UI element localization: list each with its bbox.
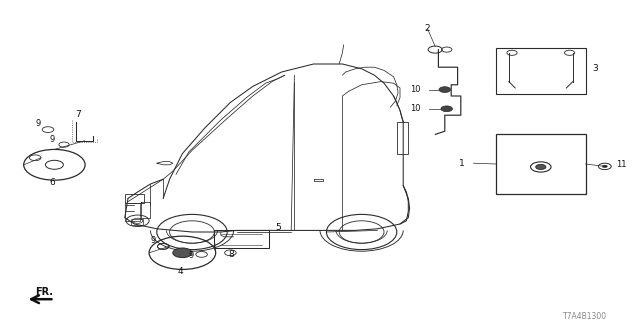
Text: 9: 9	[49, 135, 54, 144]
Bar	[214, 230, 269, 248]
Circle shape	[441, 106, 452, 112]
Circle shape	[173, 248, 192, 258]
Bar	[397, 122, 408, 154]
Bar	[496, 134, 586, 194]
Text: 11: 11	[616, 160, 626, 169]
Text: 5: 5	[275, 223, 281, 232]
Circle shape	[536, 164, 546, 170]
Text: 9: 9	[189, 251, 194, 260]
Bar	[125, 194, 144, 203]
Text: 9: 9	[150, 236, 156, 244]
Text: 10: 10	[410, 104, 420, 113]
Bar	[496, 48, 586, 94]
Text: 3: 3	[592, 64, 598, 73]
Text: 4: 4	[178, 267, 183, 276]
Text: 2: 2	[424, 24, 430, 33]
Circle shape	[602, 165, 608, 168]
Text: FR.: FR.	[35, 287, 53, 297]
Text: 9: 9	[35, 119, 40, 128]
Text: 8: 8	[229, 250, 234, 259]
Bar	[125, 203, 140, 221]
Text: 1: 1	[459, 159, 465, 168]
Text: 7: 7	[76, 110, 81, 119]
Text: T7A4B1300: T7A4B1300	[563, 312, 607, 320]
Text: 6: 6	[50, 178, 55, 187]
Text: 10: 10	[410, 85, 420, 94]
Bar	[131, 219, 143, 225]
Circle shape	[439, 87, 451, 92]
